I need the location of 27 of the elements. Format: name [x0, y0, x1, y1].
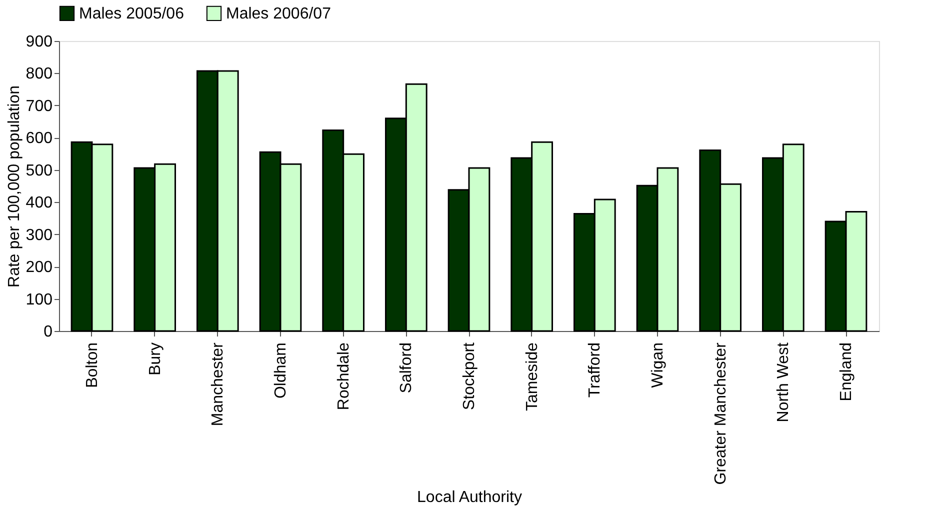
- x-tick-label: Oldham: [272, 342, 290, 399]
- y-tick-label: 400: [26, 194, 53, 212]
- y-tick-label: 900: [26, 34, 53, 50]
- y-tick-label: 600: [26, 130, 53, 148]
- x-tick-label: England: [838, 342, 856, 402]
- x-tick-label: Trafford: [586, 342, 604, 398]
- x-tick-label: Bury: [146, 342, 164, 376]
- x-tick-label: Salford: [398, 342, 416, 394]
- y-tick-label: 200: [26, 259, 53, 276]
- y-axis-title: Rate per 100,000 population: [6, 86, 23, 288]
- x-tick-label: Stockport: [461, 342, 478, 410]
- legend-label: Males 2005/06: [79, 5, 184, 22]
- x-tick-label: Rochdale: [335, 342, 352, 410]
- y-tick-label: 700: [26, 98, 53, 115]
- y-tick-label: 500: [26, 162, 53, 180]
- legend-label: Males 2006/07: [226, 5, 332, 22]
- y-tick-label: 100: [26, 291, 53, 308]
- x-tick-label: North West: [775, 342, 792, 422]
- x-tick-label: Bolton: [84, 342, 101, 388]
- y-tick-label: 0: [44, 324, 53, 340]
- y-tick-label: 800: [26, 66, 53, 83]
- x-tick-label: Greater Manchester: [712, 342, 730, 485]
- x-tick-label: Manchester: [210, 342, 227, 426]
- x-tick-label: Tameside: [524, 342, 541, 411]
- x-axis-title: Local Authority: [417, 488, 522, 506]
- x-tick-label: Wigan: [650, 342, 667, 388]
- y-tick-label: 300: [26, 226, 53, 244]
